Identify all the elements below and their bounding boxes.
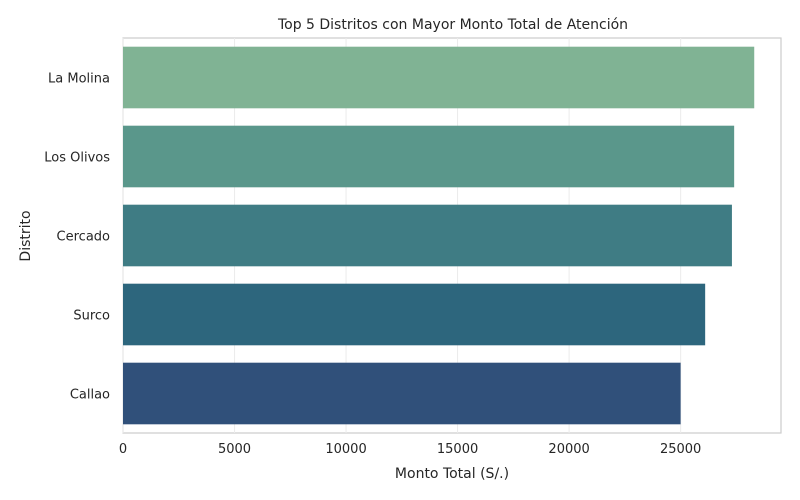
x-tick-labels: 0 5000 10000 15000 20000 25000 xyxy=(119,442,701,457)
y-tick-label: La Molina xyxy=(48,72,110,87)
bar-surco xyxy=(123,283,706,346)
bar-la-molina xyxy=(123,46,755,109)
x-tick-label: 20000 xyxy=(548,442,589,457)
x-tick-label: 15000 xyxy=(437,442,478,457)
bar-cercado xyxy=(123,204,732,267)
y-axis-label: Distrito xyxy=(18,210,34,261)
bar-los-olivos xyxy=(123,125,735,188)
x-tick-label: 10000 xyxy=(325,442,366,457)
chart-title: Top 5 Distritos con Mayor Monto Total de… xyxy=(277,17,628,33)
bar-callao xyxy=(123,362,681,425)
x-axis-label: Monto Total (S/.) xyxy=(395,466,509,482)
y-tick-label: Callao xyxy=(70,388,110,403)
y-tick-label: Cercado xyxy=(57,230,111,245)
y-tick-labels: La Molina Los Olivos Cercado Surco Callao xyxy=(44,72,110,403)
x-tick-label: 5000 xyxy=(218,442,251,457)
x-tick-label: 25000 xyxy=(660,442,701,457)
y-tick-label: Surco xyxy=(73,309,110,324)
y-tick-label: Los Olivos xyxy=(44,151,110,166)
bars-group xyxy=(123,46,755,425)
x-tick-label: 0 xyxy=(119,442,127,457)
